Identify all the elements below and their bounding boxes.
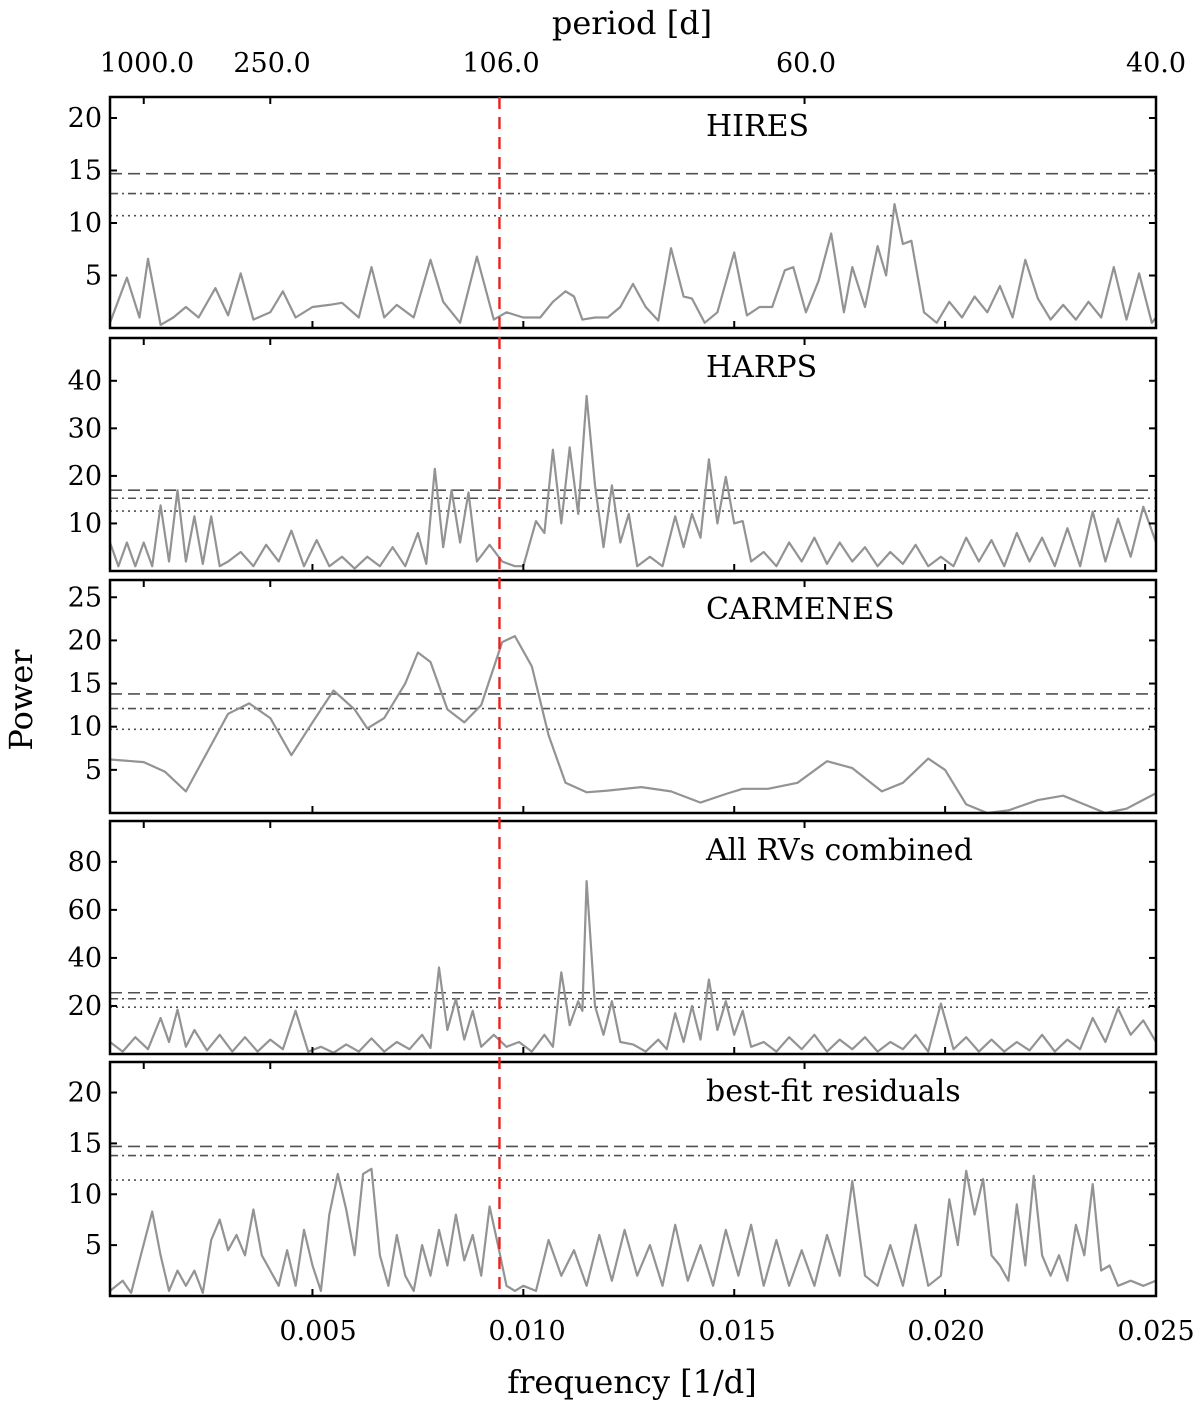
harps-ytick-label: 40 — [68, 366, 102, 397]
harps-ytick-label: 30 — [68, 413, 102, 444]
all-rvs-combined-ytick-label: 60 — [68, 895, 102, 926]
carmenes-panel-frame — [108, 578, 1158, 815]
all-rvs-combined-series-line — [110, 880, 1156, 1054]
harps-ytick-label: 20 — [68, 461, 102, 492]
hires-ytick-label: 20 — [68, 103, 102, 134]
all-rvs-combined-panel-frame — [108, 819, 1158, 1056]
hires-panel-title: HIRES — [706, 109, 809, 144]
harps-ytick-label: 10 — [68, 508, 102, 539]
best-fit-residuals-ytick-label: 15 — [68, 1128, 102, 1159]
top-axis-label: period [d] — [552, 4, 712, 42]
hires-panel-frame — [108, 95, 1158, 330]
carmenes-ytick-label: 10 — [68, 712, 102, 743]
all-rvs-combined-ytick-label: 20 — [68, 991, 102, 1022]
harps-series-line — [110, 394, 1156, 570]
best-fit-residuals-panel-frame — [108, 1060, 1158, 1298]
x-tick-label-0.020: 0.020 — [907, 1316, 984, 1347]
x-axis-label: frequency [1/d] — [507, 1363, 756, 1401]
all-rvs-combined-ytick-label: 80 — [68, 847, 102, 878]
top-tick-label-106: 106.0 — [462, 48, 539, 79]
x-tick-label-0.015: 0.015 — [698, 1316, 775, 1347]
carmenes-panel-title: CARMENES — [706, 592, 895, 627]
best-fit-residuals-ytick-label: 10 — [68, 1179, 102, 1210]
carmenes-ytick-label: 5 — [85, 755, 102, 786]
hires-series-line — [110, 203, 1156, 326]
top-tick-label-40: 40.0 — [1126, 48, 1186, 79]
hires-ytick-label: 15 — [68, 156, 102, 187]
carmenes-ytick-label: 15 — [68, 669, 102, 700]
top-tick-label-60: 60.0 — [776, 48, 836, 79]
top-tick-label-1000: 1000.0 — [100, 48, 194, 79]
all-rvs-combined-panel-title: All RVs combined — [705, 833, 973, 868]
best-fit-residuals-panel-title: best-fit residuals — [706, 1074, 961, 1109]
best-fit-residuals-ytick-label: 5 — [85, 1230, 102, 1261]
x-tick-label-0.005: 0.005 — [279, 1316, 356, 1347]
panels-group: 5 10 15 20 HIRES 10 20 30 40 HARPS 5 10 15 20 25 CARMEN… — [68, 95, 1158, 1298]
carmenes-ytick-label: 20 — [68, 625, 102, 656]
best-fit-residuals-ytick-label: 20 — [68, 1078, 102, 1109]
carmenes-ytick-label: 25 — [68, 582, 102, 613]
x-tick-label-0.025: 0.025 — [1117, 1316, 1194, 1347]
y-axis-label: Power — [2, 649, 40, 751]
carmenes-series-line — [110, 635, 1156, 813]
harps-panel-title: HARPS — [706, 350, 817, 385]
best-fit-residuals-series-line — [110, 1167, 1156, 1294]
x-tick-label-0.010: 0.010 — [488, 1316, 565, 1347]
top-tick-label-250: 250.0 — [233, 48, 310, 79]
hires-ytick-label: 5 — [85, 261, 102, 292]
harps-panel-frame — [108, 336, 1158, 573]
all-rvs-combined-ytick-label: 40 — [68, 943, 102, 974]
hires-ytick-label: 10 — [68, 208, 102, 239]
